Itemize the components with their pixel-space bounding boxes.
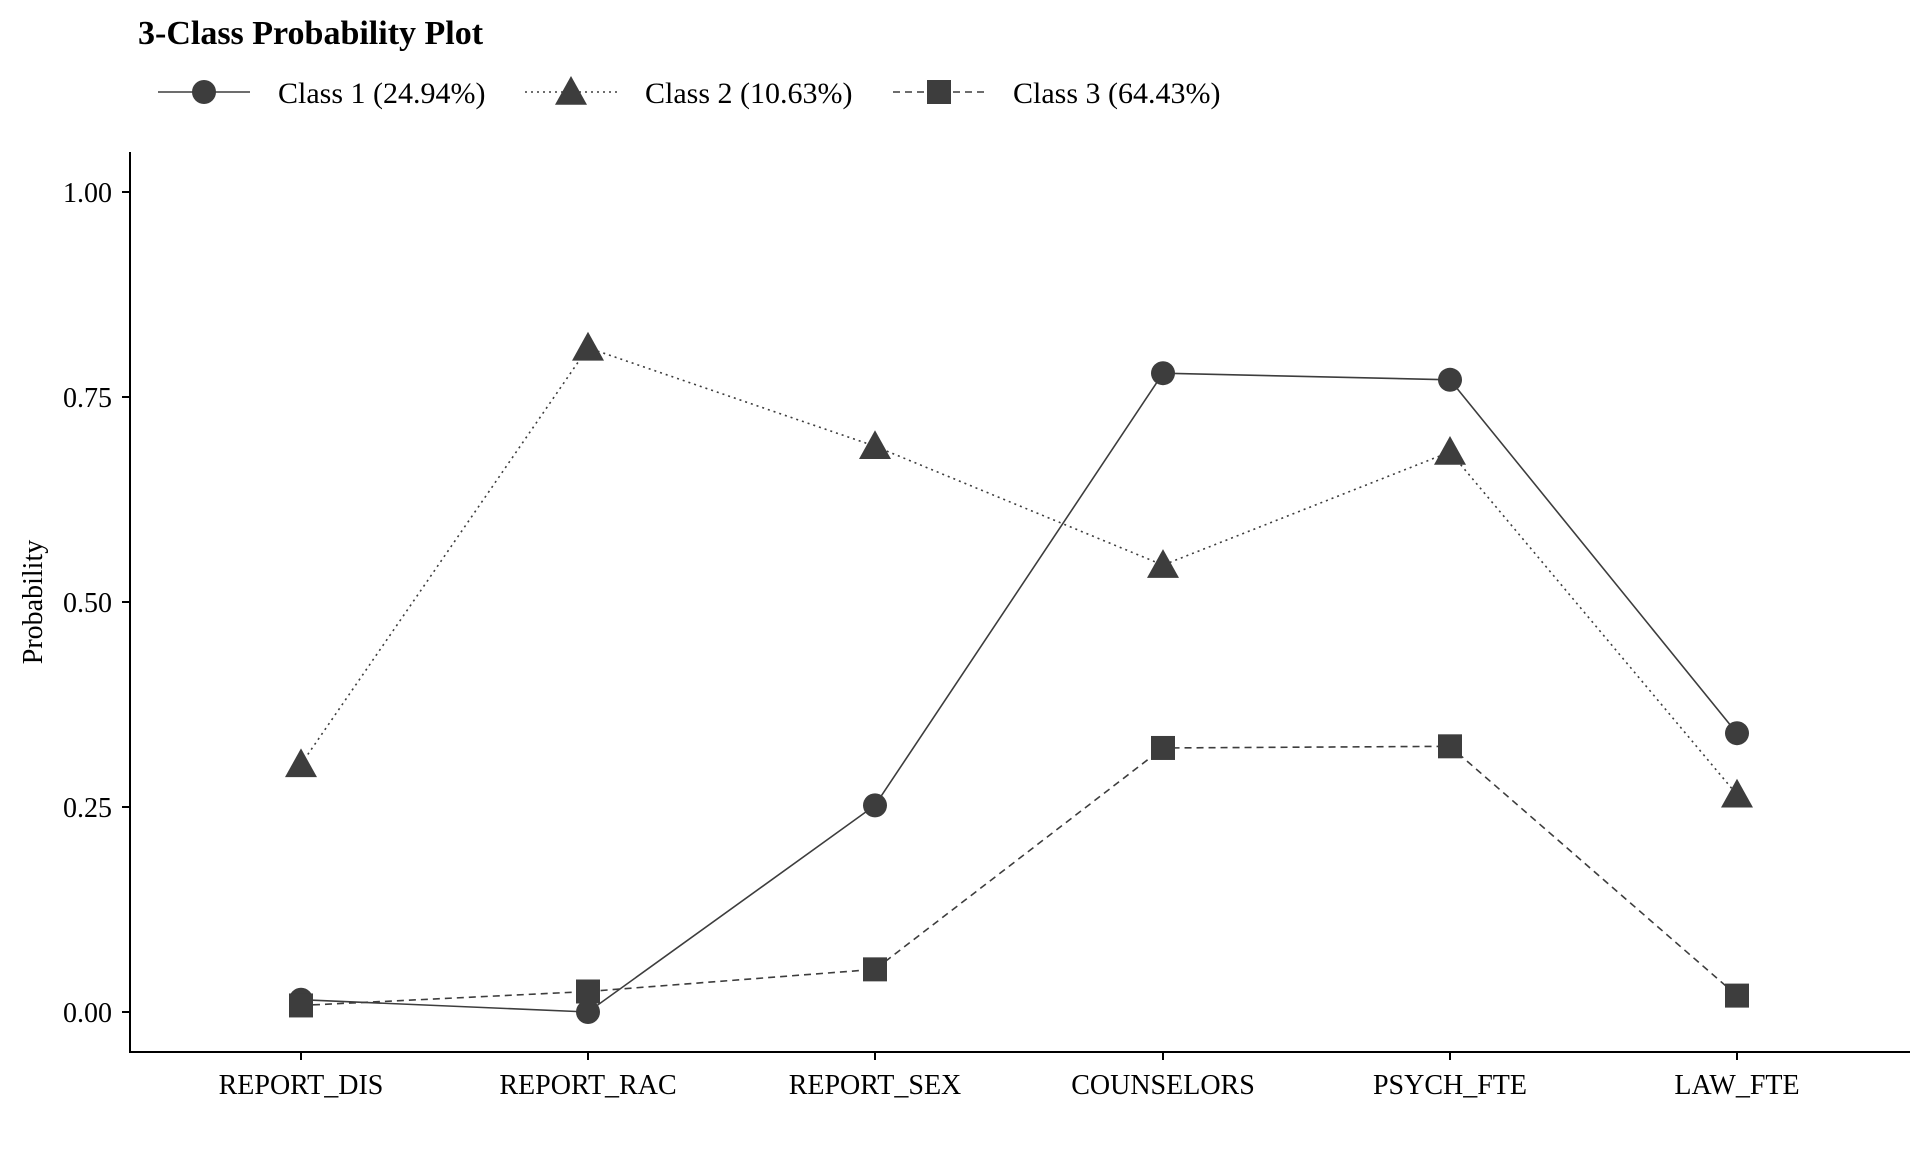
y-tick-label: 0.25 [63,793,112,824]
x-tick-label: PSYCH_FTE [1373,1070,1527,1101]
x-tick-label: COUNSELORS [1071,1070,1255,1101]
data-point-series-1 [1438,367,1462,392]
data-point-series-2 [859,430,891,459]
legend: Class 1 (24.94%) Class 2 (10.63%) Class 3 … [158,76,1220,110]
legend-item-3: Class 3 (64.43%) [893,77,1220,110]
data-point-series-3 [1438,734,1462,759]
data-point-series-2 [1434,435,1466,465]
data-point-series-2 [285,748,317,778]
series-line-3 [300,745,1738,1007]
series-markers [285,331,1753,1024]
data-point-series-2 [572,331,604,361]
x-tick-label: REPORT_DIS [219,1070,384,1101]
legend-label: Class 1 (24.94%) [278,77,485,110]
chart-title: 3-Class Probability Plot [138,15,484,52]
x-tick-label: REPORT_SEX [789,1070,962,1101]
legend-item-2: Class 2 (10.63%) [525,76,852,110]
data-point-series-1 [1151,361,1175,386]
data-point-series-3 [863,957,887,982]
legend-marker [555,76,587,105]
legend-label: Class 2 (10.63%) [645,77,852,110]
series-line-2 [300,346,1738,796]
legend-label: Class 3 (64.43%) [1013,77,1220,110]
y-tick-label: 0.75 [63,383,112,414]
data-point-series-1 [1725,721,1749,746]
x-tick-label: REPORT_RAC [499,1070,676,1101]
data-point-series-2 [1147,549,1179,578]
x-tick-label: LAW_FTE [1674,1070,1799,1101]
y-tick-label: 0.50 [63,588,112,619]
y-ticks: 0.00 0.25 0.50 0.75 1.00 [63,178,130,1029]
data-point-series-1 [576,1000,600,1024]
legend-item-1: Class 1 (24.94%) [158,77,485,110]
data-point-series-1 [863,793,887,818]
series-line-1 [300,372,1738,1013]
data-point-series-3 [289,993,313,1018]
y-tick-label: 0.00 [63,998,112,1029]
data-point-series-2 [1721,778,1753,808]
x-ticks: REPORT_DIS REPORT_RAC REPORT_SEX COUNSELORS… [219,1052,1800,1101]
data-point-series-3 [576,979,600,1004]
data-point-series-3 [1725,983,1749,1008]
axes [129,152,1910,1053]
legend-marker [192,80,216,104]
y-tick-label: 1.00 [63,178,112,209]
y-axis-title: Probability [18,540,49,664]
legend-marker [927,80,951,104]
series-lines [300,346,1738,1013]
data-point-series-3 [1151,735,1175,760]
